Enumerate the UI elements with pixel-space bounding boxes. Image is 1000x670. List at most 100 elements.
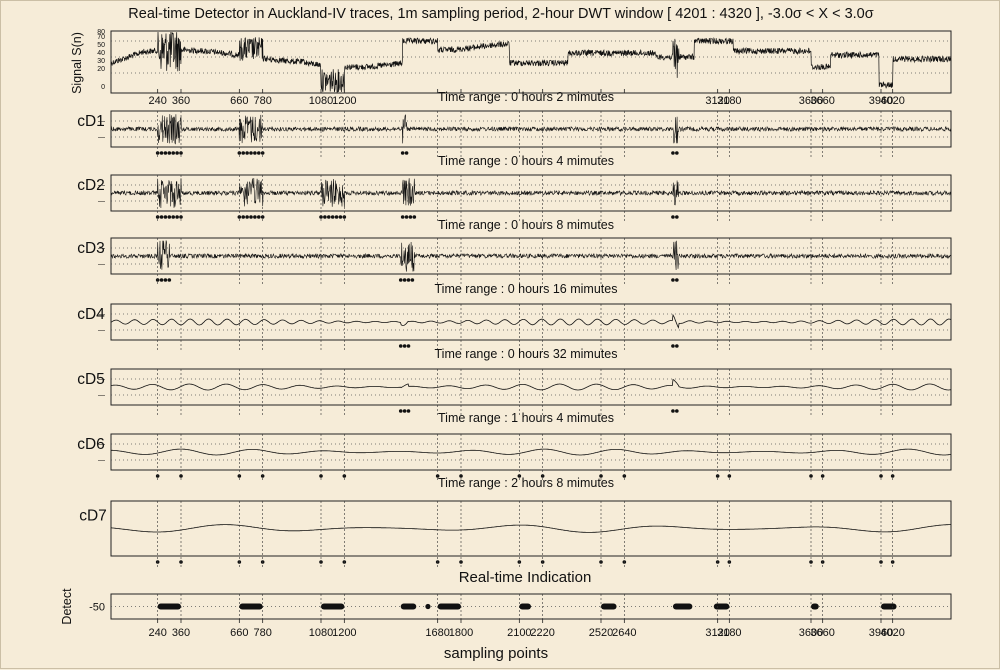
level-detection-dot — [164, 215, 168, 219]
level-label-cd7: cD7 — [79, 508, 107, 525]
level-detection-dot — [671, 215, 675, 219]
level-detection-dot — [399, 344, 403, 348]
level-detection-dot — [257, 151, 261, 155]
detect-segment — [673, 604, 692, 610]
level-time-range-cd4: Time range : 0 hours 16 mimutes — [435, 282, 618, 296]
level-detection-dot — [160, 278, 164, 282]
detect-xtick-label: 660 — [230, 627, 248, 639]
level-time-range-cd6: Time range : 1 hours 4 mimutes — [438, 411, 614, 425]
level-detection-dot — [245, 151, 249, 155]
detect-xtick-label: 1200 — [332, 627, 356, 639]
level-detection-dot — [407, 278, 411, 282]
detect-xtick-label: 780 — [253, 627, 271, 639]
level-detection-dot — [675, 344, 679, 348]
level-ytick-label: — — [98, 118, 105, 125]
level-detection-dot — [403, 344, 407, 348]
level-detection-dot — [171, 215, 175, 219]
detect-xtick-label: 2640 — [612, 627, 636, 639]
signal-xtick-label: 3660 — [810, 95, 834, 107]
signal-xtick-label: 4020 — [880, 95, 904, 107]
signal-xtick-label: 1200 — [332, 95, 356, 107]
level-ytick-label: — — [98, 311, 105, 318]
signal-ytick-label: 70 — [97, 34, 105, 41]
level-frame-cd7 — [111, 501, 951, 556]
detect-xtick-label: 2520 — [589, 627, 613, 639]
level-detection-dot — [245, 215, 249, 219]
level-trace-cd4 — [111, 315, 951, 328]
level-detection-dot — [407, 409, 411, 413]
level-time-range-cd5: Time range : 0 hours 32 mimutes — [435, 347, 618, 361]
level-trace-cd5 — [111, 380, 951, 391]
signal-ylabel: Signal S(n) — [70, 32, 84, 94]
detect-xtick-label: 1680 — [425, 627, 449, 639]
level-detection-dot — [323, 215, 327, 219]
signal-xtick-label: 660 — [230, 95, 248, 107]
level-detection-dot — [403, 409, 407, 413]
signal-xtick-label: 780 — [253, 95, 271, 107]
level-ytick-label: — — [98, 261, 105, 268]
level-detection-dot — [241, 215, 245, 219]
level-ytick-label: — — [98, 441, 105, 448]
level-detection-dot — [675, 278, 679, 282]
level-detection-dot — [171, 151, 175, 155]
level-detection-dot — [257, 215, 261, 219]
level-ytick-label: — — [98, 245, 105, 252]
level-detection-dot — [403, 278, 407, 282]
level-trace-cd7 — [111, 525, 951, 533]
level-detection-dot — [164, 278, 168, 282]
detect-segment — [321, 604, 344, 610]
detect-dot — [425, 604, 430, 609]
level-detection-dot — [405, 215, 409, 219]
level-ytick-label: — — [98, 376, 105, 383]
detect-xtick-label: 360 — [172, 627, 190, 639]
detect-segment — [401, 604, 417, 610]
detect-segment — [811, 604, 819, 610]
level-detection-dot — [175, 215, 179, 219]
level-trace-cd1 — [111, 114, 951, 144]
detect-segment — [519, 604, 531, 610]
detect-xtick-label: 3660 — [810, 627, 834, 639]
level-detection-dot — [339, 215, 343, 219]
level-detection-dot — [253, 215, 257, 219]
level-trace-cd6 — [111, 449, 951, 455]
level-ytick-label: — — [98, 134, 105, 141]
level-ytick-label: — — [98, 392, 105, 399]
detect-xtick-label: 2100 — [507, 627, 531, 639]
level-detection-dot — [160, 151, 164, 155]
level-detection-dot — [671, 278, 675, 282]
level-detection-dot — [675, 151, 679, 155]
level-detection-dot — [253, 151, 257, 155]
chart-title: Real-time Detector in Auckland-IV traces… — [128, 6, 873, 22]
level-detection-dot — [160, 215, 164, 219]
detect-xtick-label: 3180 — [717, 627, 741, 639]
detect-segment — [714, 604, 730, 610]
detect-xtick-label: 240 — [148, 627, 166, 639]
detect-segment — [881, 604, 897, 610]
detect-segment — [601, 604, 617, 610]
signal-xtick-label: 1080 — [309, 95, 333, 107]
detect-xtick-label: 1080 — [309, 627, 333, 639]
detect-xtick-label: 4020 — [880, 627, 904, 639]
level-detection-dot — [335, 215, 339, 219]
level-detection-dot — [671, 409, 675, 413]
signal-ytick-label: 0 — [101, 84, 105, 91]
level-detection-dot — [401, 215, 405, 219]
level-detection-dot — [675, 215, 679, 219]
chart-xlabel: sampling points — [444, 645, 548, 662]
signal-ytick-label: 30 — [97, 58, 105, 65]
level-trace-cd2 — [111, 178, 951, 208]
detect-title: Real-time Indication — [459, 569, 592, 586]
level-detection-dot — [249, 151, 253, 155]
signal-xtick-label: 240 — [148, 95, 166, 107]
signal-ytick-label: 20 — [97, 66, 105, 73]
level-detection-dot — [241, 151, 245, 155]
signal-ytick-label: 40 — [97, 50, 105, 57]
level-time-range-cd2: Time range : 0 hours 4 mimutes — [438, 154, 614, 168]
level-detection-dot — [671, 151, 675, 155]
level-ytick-label: — — [98, 198, 105, 205]
level-detection-dot — [407, 344, 411, 348]
level-ytick-label: — — [98, 327, 105, 334]
level-detection-dot — [399, 409, 403, 413]
detect-ytick-label: -50 — [89, 602, 105, 614]
